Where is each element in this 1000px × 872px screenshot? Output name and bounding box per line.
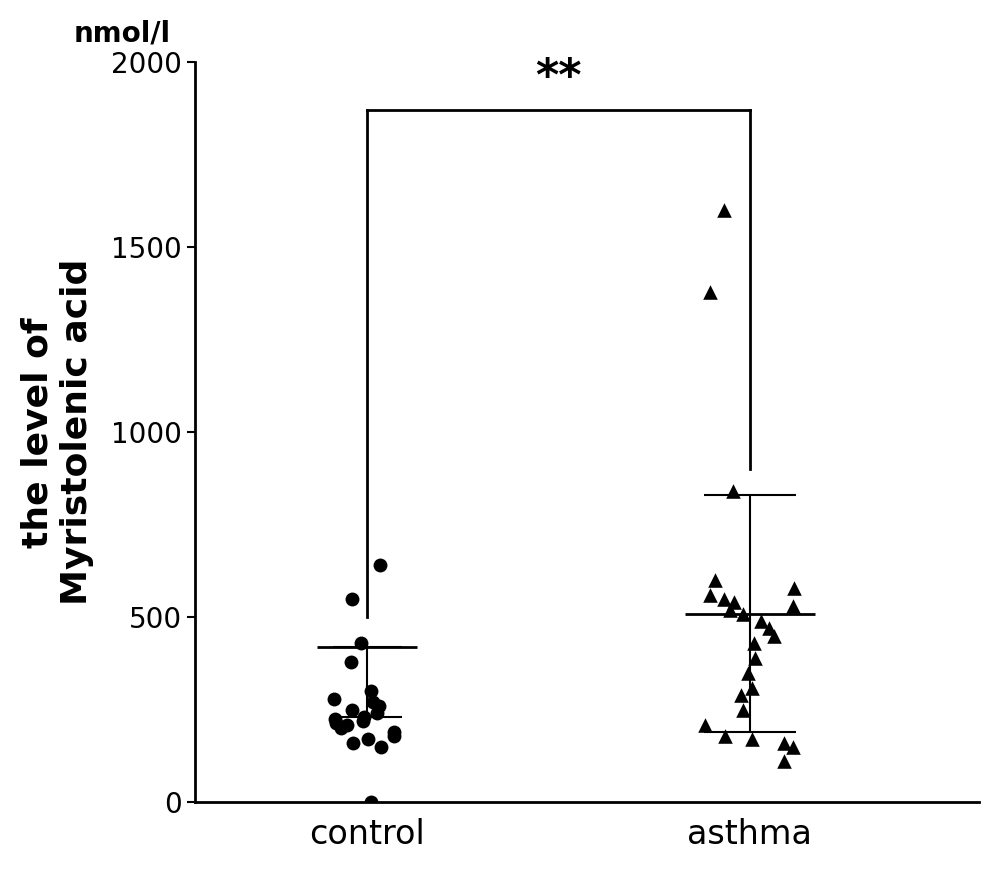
Point <box>326 691 342 705</box>
Point <box>716 203 732 217</box>
Text: **: ** <box>535 57 582 99</box>
Point <box>746 637 762 651</box>
Point <box>386 729 402 743</box>
Point <box>776 754 792 768</box>
Point <box>371 699 387 713</box>
Point <box>353 637 369 651</box>
Point <box>744 732 760 746</box>
Point <box>344 703 360 717</box>
Point <box>356 710 372 724</box>
Point <box>786 581 802 595</box>
Point <box>363 795 379 809</box>
Point <box>339 718 355 732</box>
Point <box>753 614 769 628</box>
Point <box>702 588 718 602</box>
Point <box>733 688 749 702</box>
Point <box>386 725 402 739</box>
Point <box>761 622 777 636</box>
Point <box>726 596 742 610</box>
Point <box>372 558 388 572</box>
Point <box>344 592 360 606</box>
Point <box>744 680 760 694</box>
Point <box>369 706 385 720</box>
Point <box>740 665 756 679</box>
Point <box>785 599 801 613</box>
Point <box>735 607 751 621</box>
Point <box>333 721 349 735</box>
Point <box>716 592 732 606</box>
Point <box>360 732 376 746</box>
Point <box>327 712 343 726</box>
Point <box>702 284 718 298</box>
Point <box>717 729 733 743</box>
Y-axis label: the level of
Myristolenic acid: the level of Myristolenic acid <box>21 259 94 605</box>
Point <box>363 685 379 698</box>
Point <box>747 651 763 664</box>
Point <box>373 739 389 753</box>
Point <box>776 736 792 750</box>
Point <box>725 485 741 499</box>
Point <box>345 736 361 750</box>
Point <box>707 573 723 587</box>
Point <box>785 739 801 753</box>
Point <box>328 716 344 730</box>
Point <box>722 603 738 617</box>
Point <box>697 718 713 732</box>
Text: nmol/l: nmol/l <box>73 19 171 47</box>
Point <box>766 629 782 643</box>
Point <box>365 695 381 709</box>
Point <box>735 703 751 717</box>
Point <box>355 714 371 728</box>
Point <box>343 655 359 669</box>
